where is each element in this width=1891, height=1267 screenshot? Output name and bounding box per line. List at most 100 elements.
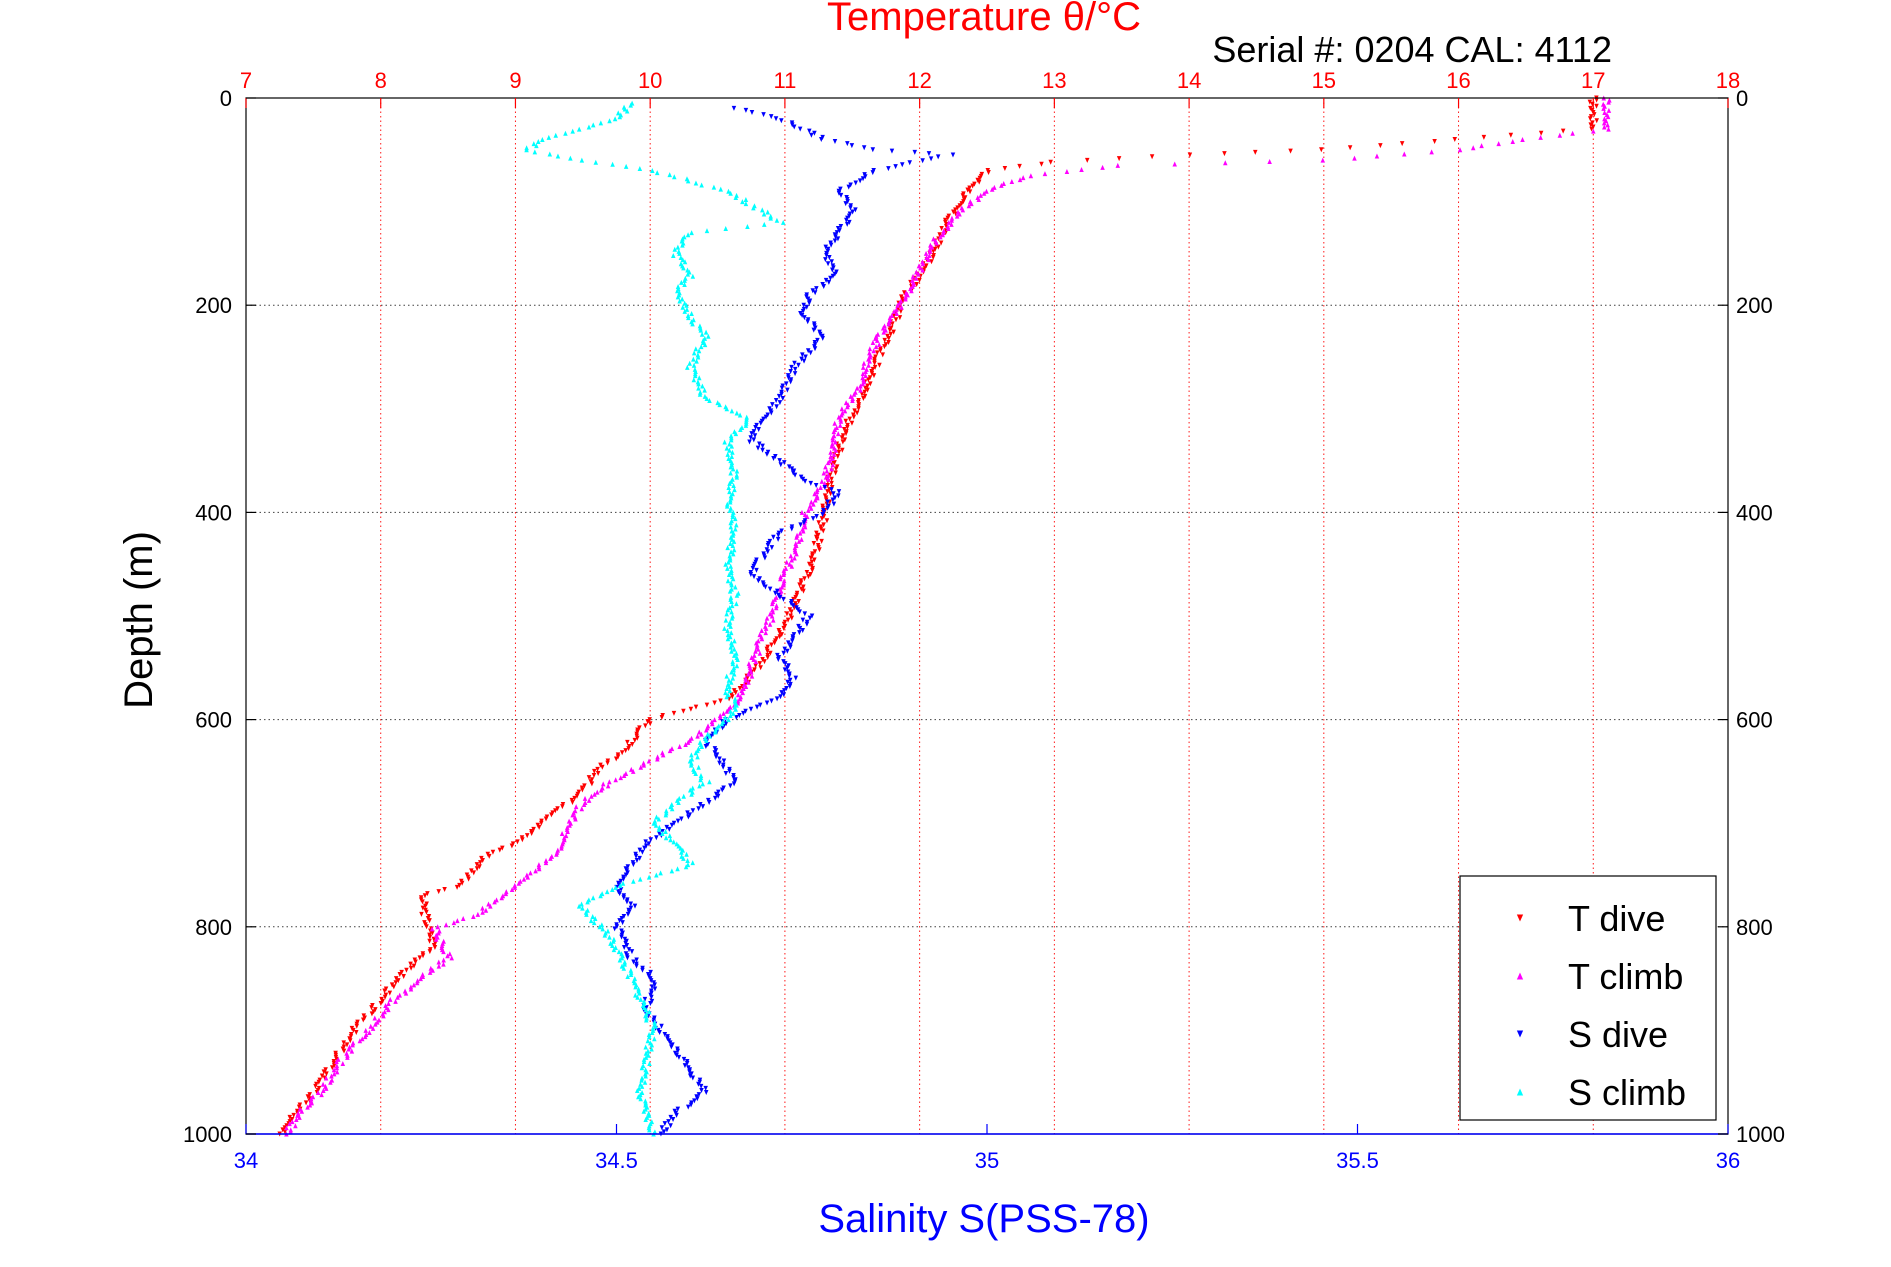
data-point — [860, 381, 865, 387]
data-point — [536, 866, 542, 872]
data-point — [803, 354, 808, 360]
data-point — [689, 760, 694, 766]
data-point — [1028, 173, 1034, 179]
data-point — [796, 538, 802, 544]
data-point — [1017, 163, 1022, 169]
data-point — [291, 1112, 296, 1118]
data-point — [797, 582, 802, 588]
data-point — [676, 795, 682, 801]
data-point — [807, 128, 812, 134]
data-point — [532, 149, 538, 155]
data-point — [561, 835, 567, 841]
data-point — [684, 302, 689, 308]
data-point — [643, 1054, 649, 1060]
data-point — [432, 945, 438, 951]
data-point — [693, 704, 699, 710]
data-point — [698, 389, 703, 395]
data-point — [728, 520, 733, 526]
data-point — [593, 159, 599, 165]
data-point — [802, 315, 807, 321]
data-point — [289, 1116, 295, 1122]
data-point — [534, 143, 539, 149]
data-point — [618, 775, 624, 781]
data-point — [600, 764, 605, 770]
data-point — [831, 501, 837, 507]
data-point — [857, 178, 863, 184]
data-point — [773, 605, 779, 611]
data-point — [826, 476, 831, 482]
data-point — [555, 806, 560, 812]
data-point — [702, 387, 707, 393]
data-point — [715, 400, 720, 406]
data-point — [615, 110, 621, 116]
data-point — [681, 855, 686, 861]
data-point — [401, 974, 406, 980]
data-point — [651, 820, 657, 826]
data-point — [854, 410, 860, 416]
data-point — [647, 1127, 652, 1133]
data-point — [819, 478, 825, 484]
data-point — [404, 967, 409, 973]
data-point — [559, 831, 565, 837]
data-point — [619, 750, 625, 756]
data-point — [685, 364, 690, 370]
data-point — [408, 986, 414, 992]
data-point — [643, 839, 648, 845]
data-point — [656, 831, 662, 837]
data-point — [802, 478, 808, 484]
legend-box — [1459, 875, 1717, 1121]
data-point — [878, 348, 883, 354]
data-point — [730, 543, 736, 549]
data-point — [732, 487, 737, 493]
data-point — [866, 362, 871, 368]
data-point — [646, 758, 652, 764]
data-point — [724, 406, 730, 412]
data-point — [624, 108, 630, 114]
data-point — [646, 1052, 651, 1058]
data-point — [459, 880, 465, 886]
data-point — [743, 677, 749, 683]
data-point — [613, 756, 619, 762]
data-point — [1432, 139, 1437, 145]
data-point — [553, 132, 559, 138]
data-point — [515, 839, 520, 845]
temperature-tick-label: 10 — [638, 68, 662, 93]
data-point — [442, 887, 447, 893]
data-point — [411, 963, 417, 969]
data-point — [323, 1075, 329, 1081]
data-point — [858, 383, 863, 389]
data-point — [733, 584, 738, 590]
data-point — [743, 201, 749, 207]
data-point — [883, 327, 888, 333]
data-point — [957, 211, 962, 217]
data-point — [751, 574, 757, 580]
data-point — [664, 824, 669, 830]
data-point — [531, 826, 536, 832]
data-point — [676, 1054, 682, 1060]
data-point — [685, 739, 691, 745]
data-point — [839, 412, 844, 418]
data-point — [703, 329, 709, 335]
data-point — [812, 130, 817, 136]
data-point — [663, 828, 668, 834]
data-point — [586, 797, 592, 803]
data-point — [729, 536, 735, 542]
data-point — [728, 499, 733, 505]
data-point — [909, 288, 914, 294]
data-point — [620, 920, 625, 926]
data-point — [683, 864, 689, 870]
data-point — [731, 547, 737, 553]
legend-label: T dive — [1568, 898, 1665, 939]
data-point — [832, 460, 837, 466]
data-point — [826, 472, 831, 478]
data-point — [727, 683, 732, 689]
data-point — [351, 1027, 356, 1033]
data-point — [457, 882, 462, 888]
data-point — [678, 845, 683, 851]
data-point — [675, 866, 680, 872]
data-point — [618, 882, 623, 888]
data-point — [408, 965, 414, 971]
data-point — [675, 284, 681, 290]
data-point — [632, 903, 638, 909]
data-point — [910, 273, 916, 279]
